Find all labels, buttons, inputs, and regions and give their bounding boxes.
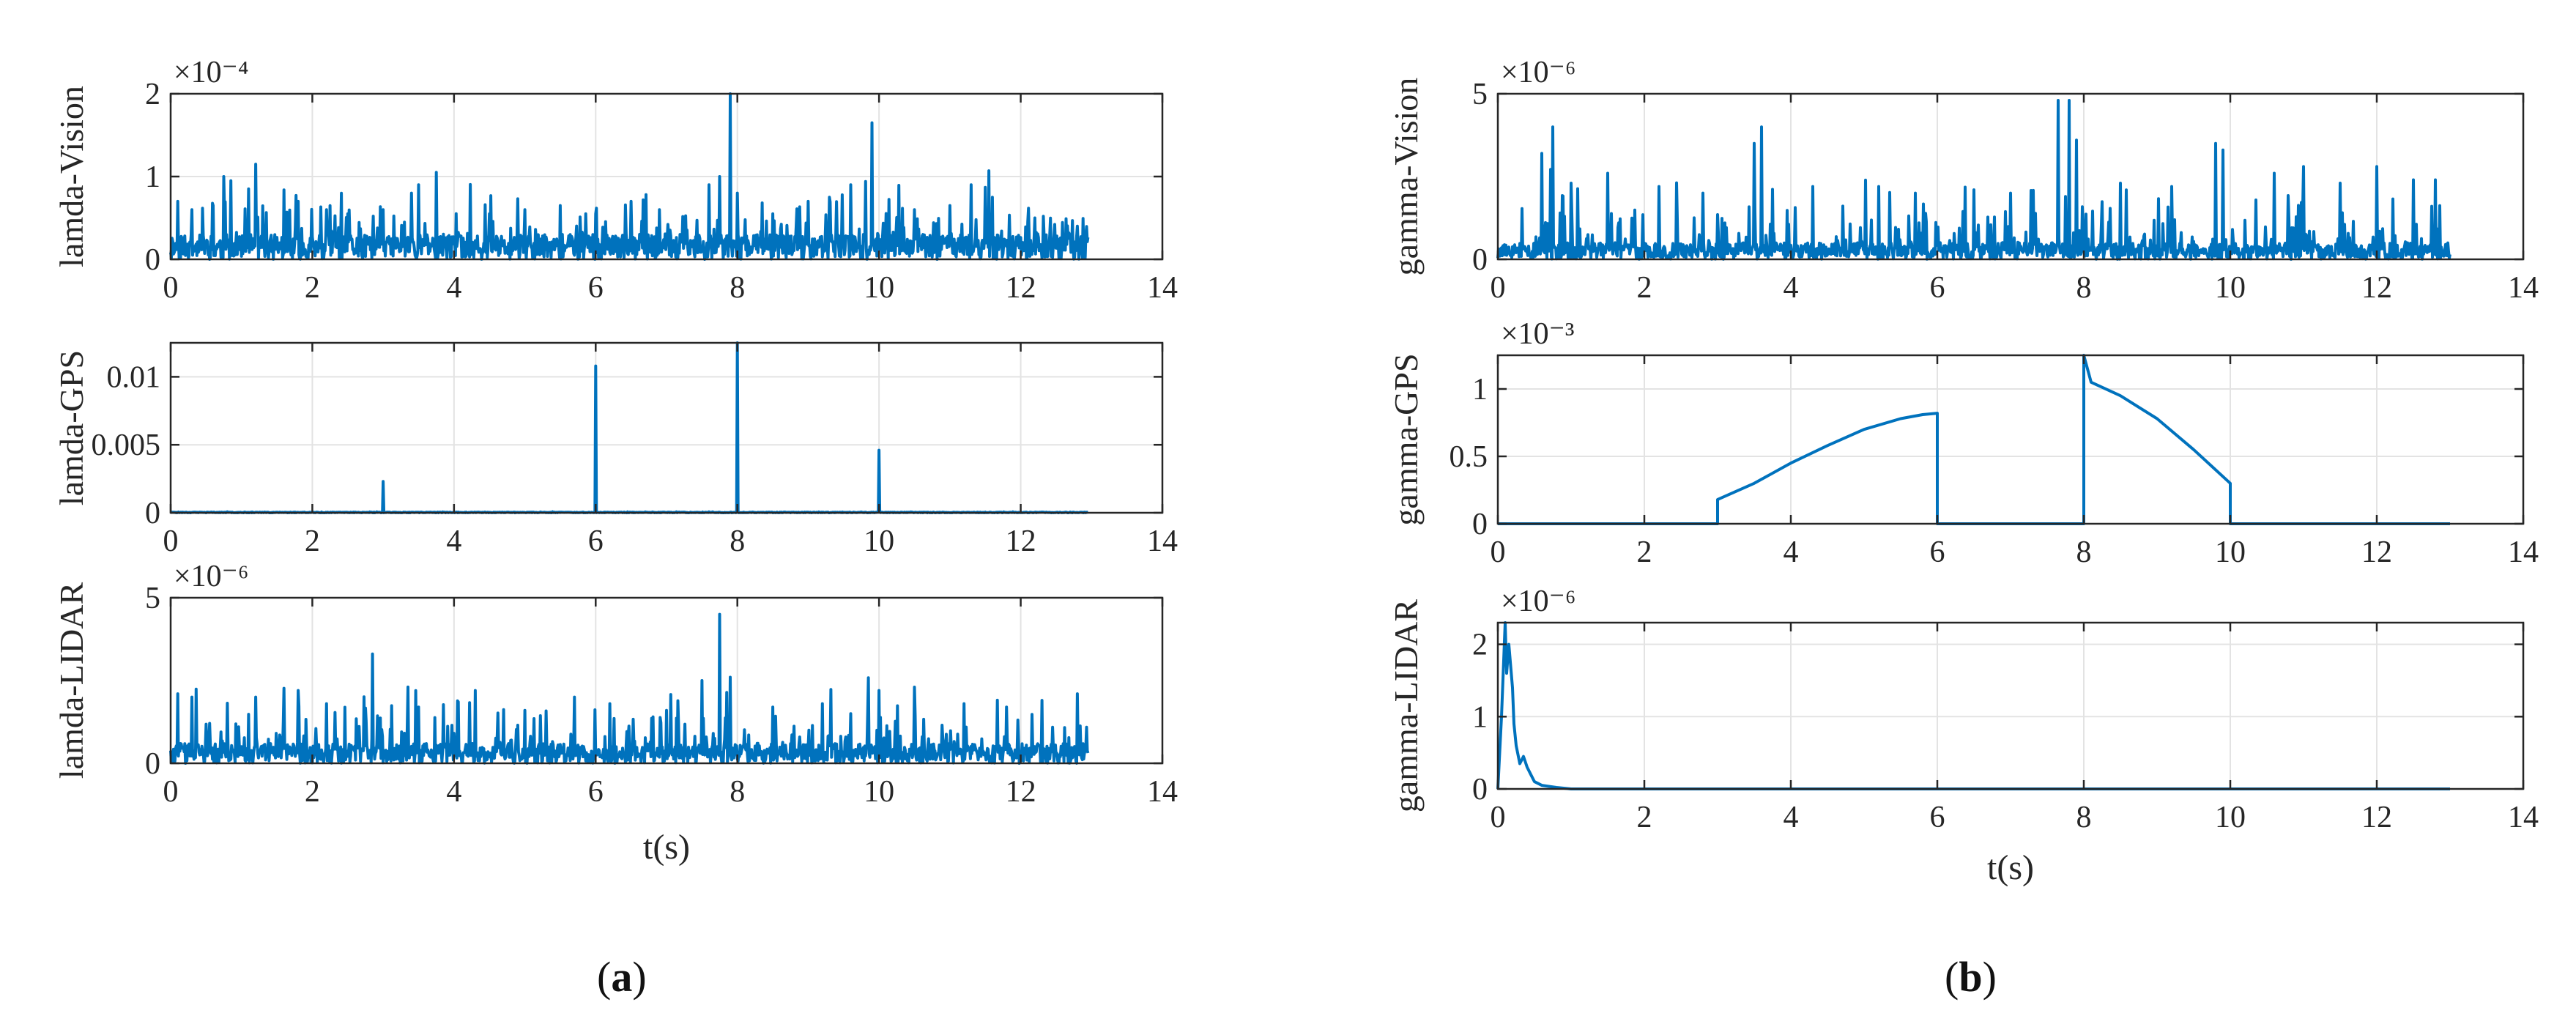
series-line-lamda-lidar <box>169 612 1090 765</box>
y-tick-label: 2 <box>1472 629 1488 662</box>
x-tick-label: 2 <box>1637 801 1652 834</box>
x-tick-label: 4 <box>446 271 461 305</box>
y-tick-label: 2 <box>145 78 160 111</box>
x-tick-label: 12 <box>1006 524 1036 558</box>
plot-frame <box>169 341 1164 514</box>
y-tick-label: 0 <box>1472 243 1488 277</box>
y-tick-label: 1 <box>1472 700 1488 734</box>
y-axis-title: lamda-Vision <box>53 86 90 267</box>
y-exponent-label: ×10⁻⁶ <box>1501 56 1576 89</box>
plot-frame <box>169 596 1164 765</box>
x-tick-label: 8 <box>2076 535 2092 569</box>
y-axis-title: gamma-GPS <box>1387 353 1425 525</box>
x-tick-label: 2 <box>305 524 320 558</box>
y-tick-label: 0 <box>145 747 160 781</box>
x-tick-label: 4 <box>1783 535 1799 569</box>
x-tick-label: 14 <box>2508 535 2539 569</box>
x-tick-label: 14 <box>1147 524 1178 558</box>
x-tick-label: 2 <box>1637 535 1652 569</box>
x-tick-label: 10 <box>2215 801 2246 834</box>
y-axis-title: gamma-Vision <box>1387 78 1425 276</box>
x-tick-label: 6 <box>1930 271 1945 305</box>
chart-gamma-vision: 0 2 4 6 8 10 12 14 0 5 ×10⁻⁶ gamma-Vision <box>1387 56 2539 305</box>
y-tick-label: 0.005 <box>92 429 161 462</box>
x-tick-label: 8 <box>2076 801 2092 834</box>
y-exponent-label: ×10⁻³ <box>1501 317 1574 351</box>
x-tick-label: 14 <box>2508 801 2539 834</box>
y-axis-title: lamda-GPS <box>53 350 90 505</box>
y-axis-title: lamda-LIDAR <box>53 582 90 779</box>
series-line-lamda-vision <box>169 92 1090 261</box>
y-tick-label: 0 <box>145 243 160 277</box>
y-tick-label: 0 <box>1472 508 1488 541</box>
y-exponent-label: ×10⁻⁶ <box>174 560 249 593</box>
y-axis-title: gamma-LIDAR <box>1387 599 1425 813</box>
x-tick-label: 6 <box>588 524 604 558</box>
y-tick-label: 1 <box>145 160 160 194</box>
y-tick-label: 0 <box>1472 773 1488 807</box>
x-tick-label: 4 <box>1783 801 1799 834</box>
x-tick-label: 12 <box>2361 801 2392 834</box>
x-tick-label: 0 <box>163 775 179 809</box>
x-axis-title-b: t(s) <box>1987 848 2034 887</box>
x-tick-label: 0 <box>1491 271 1506 305</box>
x-tick-label: 8 <box>730 271 745 305</box>
x-tick-label: 2 <box>1637 271 1652 305</box>
y-tick-label: 1 <box>1472 373 1488 407</box>
x-tick-label: 2 <box>305 271 320 305</box>
x-tick-label: 0 <box>163 271 179 305</box>
plot-frame <box>1496 354 2525 525</box>
x-tick-label: 10 <box>864 271 894 305</box>
y-tick-label: 0 <box>145 497 160 530</box>
x-tick-label: 0 <box>163 524 179 558</box>
x-tick-label: 8 <box>2076 271 2092 305</box>
x-tick-label: 4 <box>1783 271 1799 305</box>
chart-gamma-gps: 0 2 4 6 8 10 12 14 0 0.5 1 ×10⁻³ gamma-GPS <box>1387 317 2539 569</box>
x-tick-label: 10 <box>2215 271 2246 305</box>
series-line-lamda-gps <box>170 341 1089 514</box>
x-tick-label: 6 <box>1930 535 1945 569</box>
x-tick-label: 12 <box>2361 271 2392 305</box>
series-line-gamma-vision <box>1496 99 2451 261</box>
x-tick-label: 12 <box>2361 535 2392 569</box>
x-tick-label: 4 <box>446 775 461 809</box>
x-tick-label: 4 <box>446 524 461 558</box>
x-tick-label: 2 <box>305 775 320 809</box>
plot-frame <box>1496 92 2525 261</box>
x-tick-label: 0 <box>1491 801 1506 834</box>
plot-frame <box>1496 621 2525 790</box>
series-line-gamma-gps <box>1498 354 2450 525</box>
x-axis-title-a: t(s) <box>643 828 690 867</box>
x-tick-label: 8 <box>730 524 745 558</box>
x-tick-label: 12 <box>1006 271 1036 305</box>
x-tick-label: 14 <box>1147 271 1178 305</box>
x-tick-label: 14 <box>2508 271 2539 305</box>
panel-label-a: (a) <box>597 953 647 1001</box>
x-tick-label: 6 <box>1930 801 1945 834</box>
series-line-gamma-lidar <box>1496 621 2450 790</box>
y-tick-label: 5 <box>145 582 160 615</box>
x-tick-label: 12 <box>1006 775 1036 809</box>
x-tick-label: 14 <box>1147 775 1178 809</box>
chart-lamda-lidar: 0 2 4 6 8 10 12 14 0 5 ×10⁻⁶ lamda-LIDAR <box>53 560 1178 809</box>
y-exponent-label: ×10⁻⁴ <box>174 56 249 89</box>
y-exponent-label: ×10⁻⁶ <box>1501 585 1576 618</box>
y-tick-label: 0.01 <box>107 360 161 394</box>
y-tick-label: 0.5 <box>1450 440 1488 474</box>
x-tick-label: 10 <box>864 775 894 809</box>
x-tick-label: 0 <box>1491 535 1506 569</box>
y-tick-label: 5 <box>1472 78 1488 111</box>
x-tick-label: 8 <box>730 775 745 809</box>
x-tick-label: 6 <box>588 775 604 809</box>
x-tick-label: 10 <box>2215 535 2246 569</box>
x-tick-label: 6 <box>588 271 604 305</box>
panel-label-b: (b) <box>1945 953 1997 1001</box>
x-tick-label: 10 <box>864 524 894 558</box>
chart-lamda-gps: 0 2 4 6 8 10 12 14 0 0.005 0.01 lamda-GPS <box>53 341 1178 558</box>
